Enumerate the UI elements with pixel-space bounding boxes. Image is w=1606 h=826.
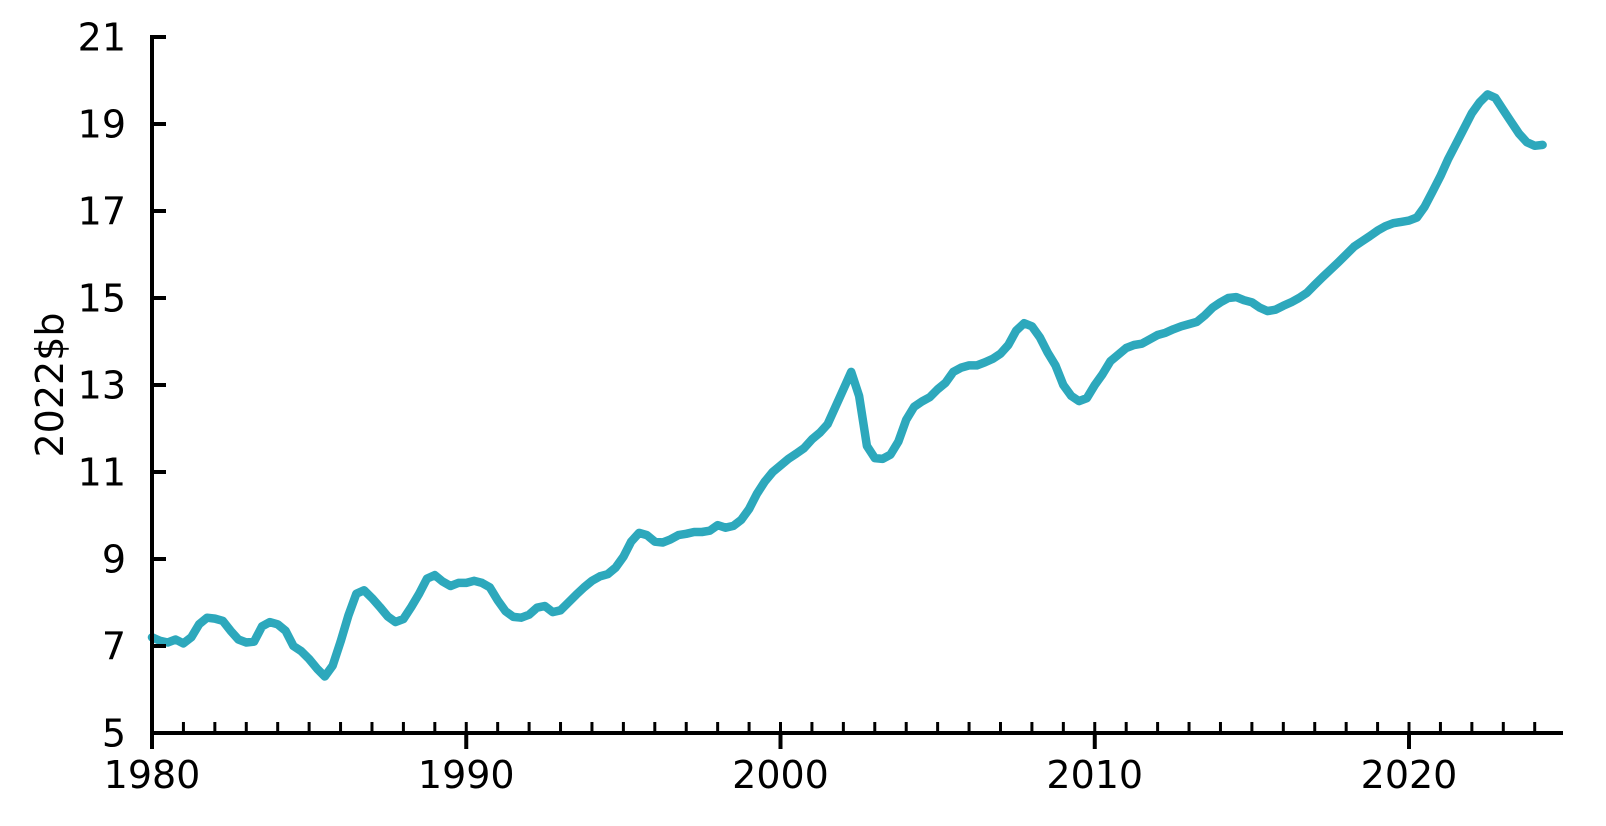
x-tick-label: 1990 [418,753,515,797]
y-tick-label: 17 [78,189,126,233]
y-tick-label: 13 [78,363,126,407]
x-tick-label: 2000 [732,753,829,797]
y-tick-label: 7 [102,624,126,668]
y-tick-label: 11 [78,450,126,494]
y-tick-label: 15 [78,276,126,320]
y-tick-label: 21 [78,15,126,59]
x-tick-label: 1980 [104,753,201,797]
x-tick-label: 2020 [1361,753,1458,797]
y-tick-label: 9 [102,537,126,581]
y-tick-label: 5 [102,711,126,755]
x-tick-label: 2010 [1046,753,1143,797]
data-line-series [147,90,1547,681]
y-axis-label: 2022$b [28,312,72,458]
y-tick-label: 19 [78,102,126,146]
